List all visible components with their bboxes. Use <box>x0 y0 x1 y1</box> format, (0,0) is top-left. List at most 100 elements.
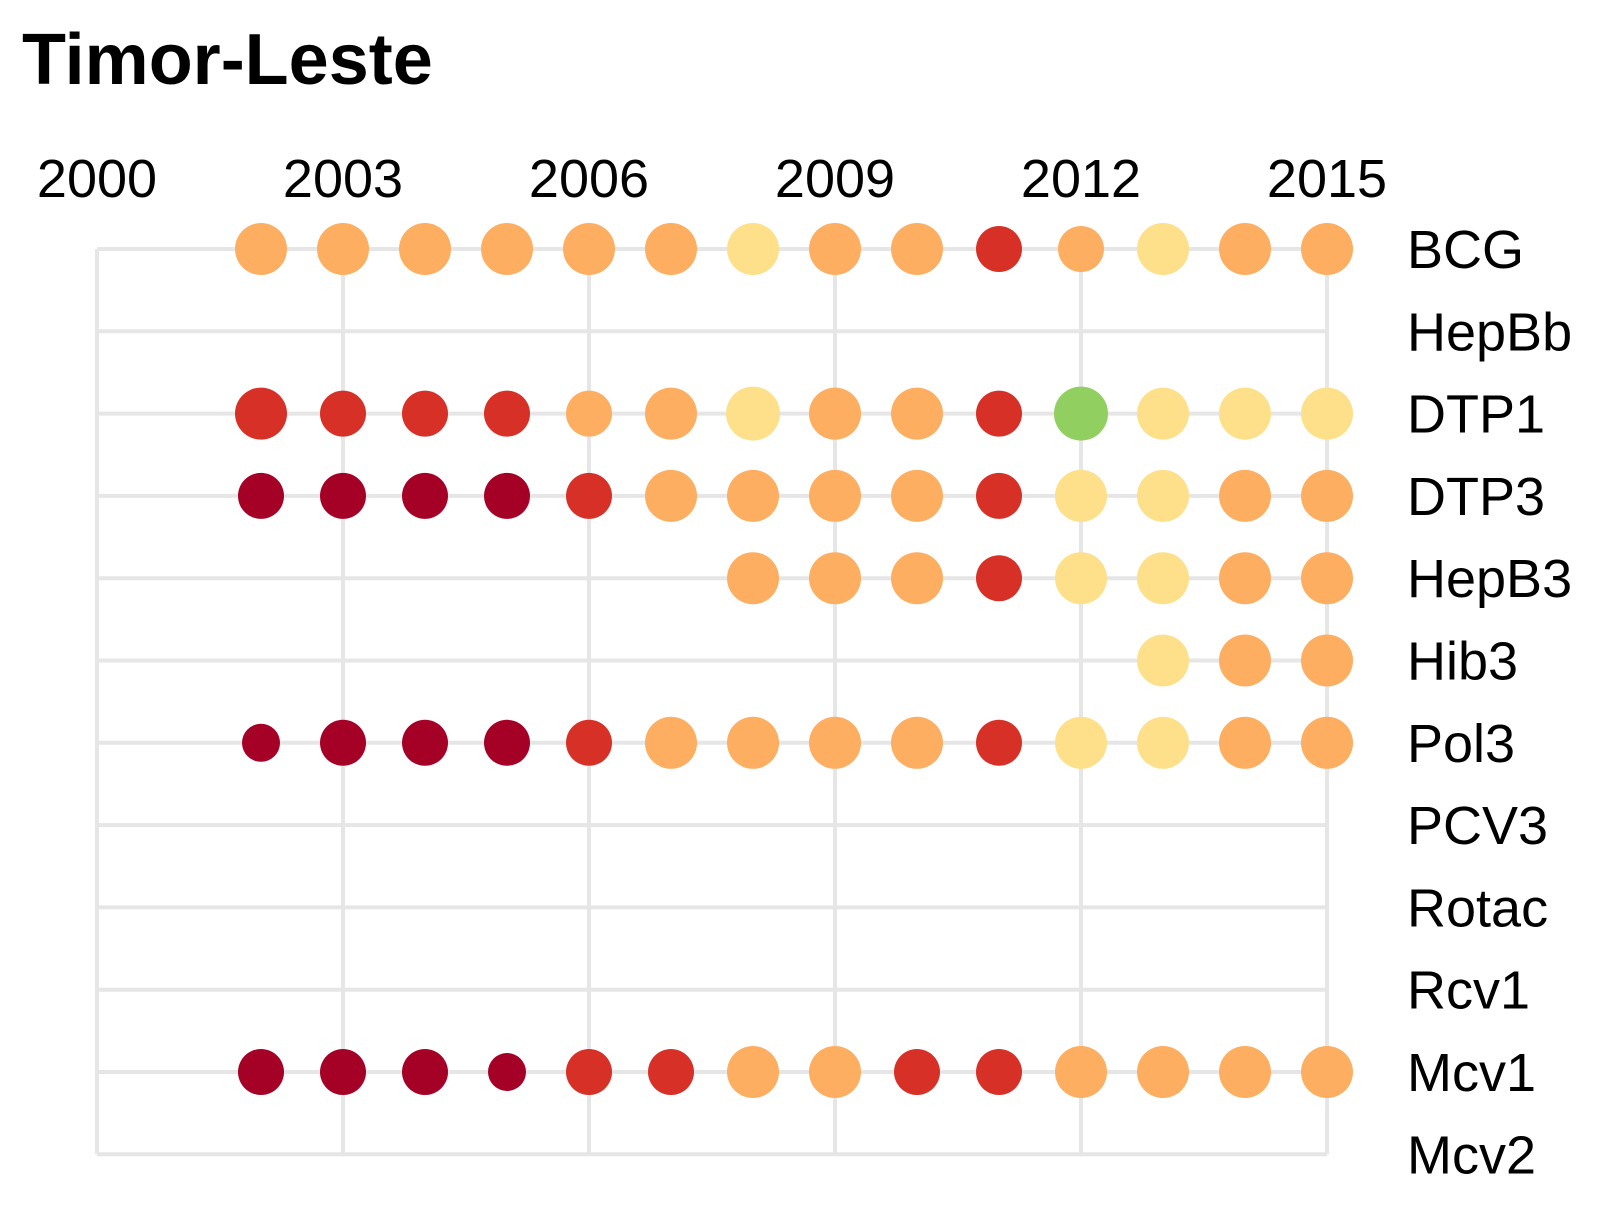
dot-dtp3-2009 <box>809 469 861 522</box>
dot-pol3-2004 <box>402 719 448 766</box>
row-labels: BCG HepBb DTP1 DTP3 HepB3 Hib3 Pol3 PCV3 Rotac Rc… <box>1407 220 1572 1185</box>
dot-pol3-2010 <box>891 716 943 769</box>
data-points <box>235 223 1353 1098</box>
dot-bcg-2006 <box>563 223 615 275</box>
dot-hepb3-2008 <box>727 552 779 605</box>
dot-dtp3-2006 <box>566 472 612 519</box>
dot-pol3-2012 <box>1055 716 1107 769</box>
dot-bcg-2005 <box>481 223 533 275</box>
dot-hepb3-2012 <box>1055 552 1107 605</box>
dot-mcv1-2015 <box>1301 1046 1353 1098</box>
dot-dtp1-2002 <box>235 387 287 440</box>
dot-mcv1-2006 <box>566 1049 612 1095</box>
dot-dtp3-2002 <box>238 472 284 519</box>
dot-mcv1-2013 <box>1137 1046 1189 1098</box>
dot-mcv1-2010 <box>894 1049 940 1095</box>
dot-dtp1-2010 <box>891 387 943 440</box>
row-label-rcv1: Rcv1 <box>1407 961 1530 1021</box>
dot-bcg-2002 <box>235 223 287 275</box>
dot-dtp3-2010 <box>891 469 943 522</box>
x-tick-label-2009: 2009 <box>775 149 895 209</box>
dot-mcv1-2014 <box>1219 1046 1271 1098</box>
dot-hepb3-2015 <box>1301 552 1353 605</box>
dot-dtp1-2012 <box>1054 386 1108 441</box>
dot-dtp3-2008 <box>727 469 779 522</box>
dot-dtp3-2003 <box>320 472 366 519</box>
x-tick-label-2003: 2003 <box>283 149 403 209</box>
dot-dtp3-2011 <box>976 472 1022 519</box>
dot-bcg-2011 <box>976 226 1022 272</box>
dot-pol3-2009 <box>809 716 861 769</box>
dot-dtp3-2007 <box>645 469 697 522</box>
dot-hib3-2014 <box>1219 634 1271 687</box>
x-tick-label-2015: 2015 <box>1267 149 1387 209</box>
dot-dtp1-2013 <box>1137 387 1189 440</box>
dot-mcv1-2003 <box>320 1049 366 1095</box>
row-label-hepb3: HepB3 <box>1407 549 1572 609</box>
dot-dtp1-2005 <box>484 390 530 437</box>
dot-dtp3-2012 <box>1055 469 1107 522</box>
dot-hepb3-2011 <box>976 555 1022 602</box>
dot-dtp1-2007 <box>645 387 697 440</box>
dot-pol3-2003 <box>320 719 366 766</box>
row-label-dtp1: DTP1 <box>1407 385 1545 445</box>
dot-mcv1-2004 <box>402 1049 448 1095</box>
dot-dtp1-2003 <box>320 390 366 437</box>
x-axis-ticks: 2000 2003 2006 2009 2012 2015 <box>37 149 1387 209</box>
dot-bcg-2009 <box>809 223 861 275</box>
dot-dtp1-2011 <box>976 390 1022 437</box>
dot-hepb3-2010 <box>891 552 943 605</box>
dot-bcg-2013 <box>1137 223 1189 275</box>
dot-hib3-2013 <box>1137 634 1189 687</box>
chart-title: Timor-Leste <box>22 20 433 100</box>
dot-mcv1-2008 <box>727 1046 779 1098</box>
row-label-pcv3: PCV3 <box>1407 796 1548 856</box>
dot-mcv1-2009 <box>809 1046 861 1098</box>
dot-dtp1-2015 <box>1301 387 1353 440</box>
grid <box>95 247 1329 1157</box>
dot-mcv1-2012 <box>1055 1046 1107 1098</box>
x-tick-label-2000: 2000 <box>37 149 157 209</box>
row-label-mcv1: Mcv1 <box>1407 1043 1536 1103</box>
dot-dtp3-2004 <box>402 472 448 519</box>
x-tick-label-2012: 2012 <box>1021 149 1141 209</box>
row-label-mcv2: Mcv2 <box>1407 1125 1536 1185</box>
dot-dtp1-2006 <box>566 390 612 437</box>
dot-hepb3-2014 <box>1219 552 1271 605</box>
dot-pol3-2007 <box>645 716 697 769</box>
dot-pol3-2013 <box>1137 716 1189 769</box>
dot-bcg-2007 <box>645 223 697 275</box>
dot-dtp3-2015 <box>1301 469 1353 522</box>
row-label-dtp3: DTP3 <box>1407 467 1545 527</box>
dot-bcg-2003 <box>317 223 369 275</box>
dot-dtp3-2013 <box>1137 469 1189 522</box>
dot-bcg-2010 <box>891 223 943 275</box>
dot-dtp1-2004 <box>402 390 448 437</box>
row-label-hepbb: HepBb <box>1407 302 1572 362</box>
dot-pol3-2015 <box>1301 716 1353 769</box>
dot-bcg-2008 <box>727 223 779 275</box>
dot-pol3-2014 <box>1219 716 1271 769</box>
dot-bcg-2004 <box>399 223 451 275</box>
dot-dtp1-2014 <box>1219 387 1271 440</box>
dot-dtp3-2005 <box>484 472 530 519</box>
x-tick-label-2006: 2006 <box>529 149 649 209</box>
row-label-pol3: Pol3 <box>1407 714 1515 774</box>
dot-pol3-2011 <box>976 719 1022 766</box>
dot-pol3-2002 <box>242 723 280 762</box>
dot-bcg-2012 <box>1058 226 1104 272</box>
row-label-hib3: Hib3 <box>1407 632 1518 692</box>
row-label-bcg: BCG <box>1407 220 1524 280</box>
dot-hepb3-2013 <box>1137 552 1189 605</box>
dot-bcg-2014 <box>1219 223 1271 275</box>
dot-mcv1-2007 <box>648 1049 694 1095</box>
dot-hepb3-2009 <box>809 552 861 605</box>
dot-hib3-2015 <box>1301 634 1353 687</box>
dot-pol3-2006 <box>566 719 612 766</box>
dot-mcv1-2005 <box>488 1053 526 1091</box>
dot-dtp3-2014 <box>1219 469 1271 522</box>
row-label-rotac: Rotac <box>1407 878 1548 938</box>
dot-pol3-2005 <box>484 719 530 766</box>
